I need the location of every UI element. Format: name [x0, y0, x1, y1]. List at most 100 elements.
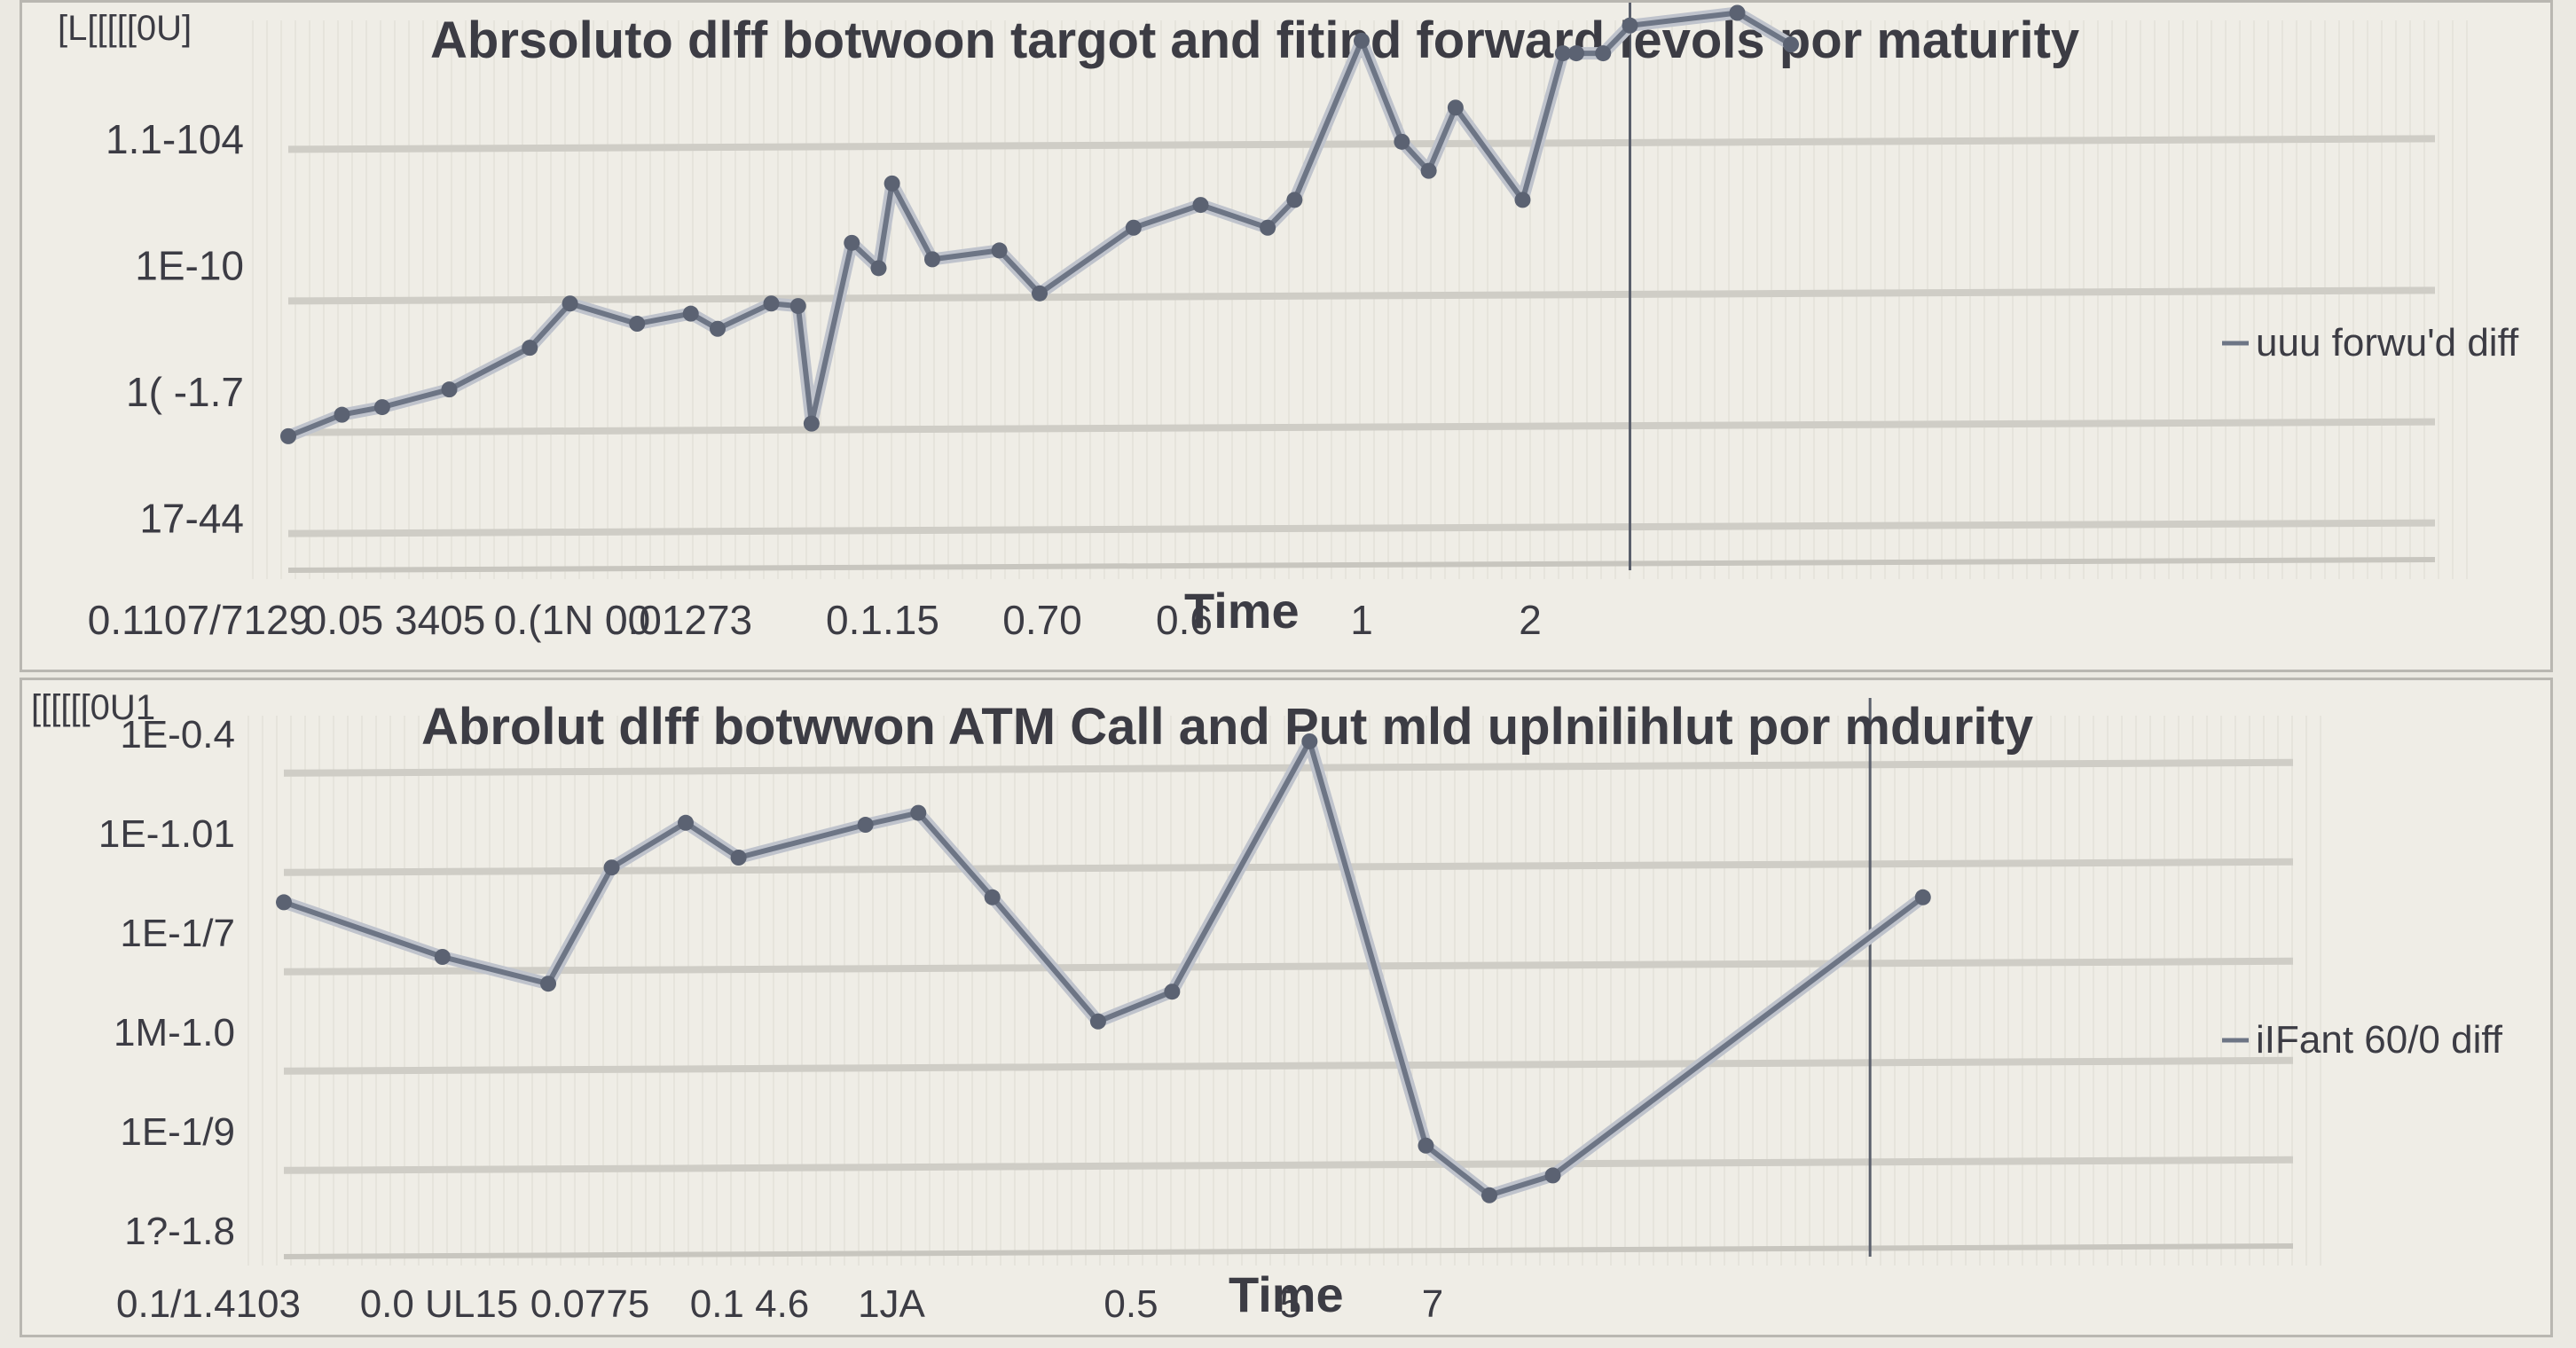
data-point — [1089, 1013, 1106, 1030]
grid-line — [287, 418, 2436, 436]
data-point — [1032, 285, 1048, 302]
series-line — [287, 10, 1793, 439]
data-point — [1301, 733, 1318, 749]
chart-title: Abrsoluto dlff botwoon targot and fitind… — [430, 12, 2079, 69]
y-tick-label: 1E-1/7 — [120, 912, 235, 955]
data-point — [870, 260, 887, 277]
grid-lines — [283, 758, 2294, 1174]
x-tick-label: 0.05 3405 — [304, 597, 486, 643]
data-point — [629, 316, 646, 333]
data-point — [730, 850, 747, 866]
data-point — [984, 889, 1001, 905]
data-point — [1394, 133, 1410, 150]
data-point — [1729, 4, 1746, 21]
series-line — [283, 739, 1925, 1198]
data-point — [540, 976, 557, 992]
grid-line — [287, 519, 2436, 537]
data-point — [857, 817, 874, 834]
x-tick-label: 0.0 UL15 — [360, 1282, 519, 1326]
data-point — [789, 298, 806, 315]
y-tick-label: 1( -1.7 — [126, 369, 244, 415]
y-tick-label: 1M-1.0 — [114, 1011, 235, 1054]
data-point — [562, 295, 578, 312]
x-tick-label: 1JA — [858, 1282, 925, 1326]
data-point — [884, 175, 900, 192]
y-tick-label: 17-44 — [139, 496, 244, 542]
data-point — [1783, 36, 1799, 53]
x-tick-label: 0.(1N 00 — [494, 597, 650, 643]
x-tick-label: 7 — [1422, 1282, 1443, 1326]
data-point — [1125, 219, 1142, 236]
x-axis-line — [287, 557, 2436, 573]
y-tick-label: 1E-1/9 — [120, 1110, 235, 1154]
x-tick-label: 0.6 — [1156, 597, 1213, 643]
corner-label: [[[[[[0U1 — [31, 688, 155, 727]
data-point — [1481, 1187, 1497, 1203]
data-point — [763, 295, 780, 312]
data-point — [1514, 192, 1531, 208]
data-point — [1192, 197, 1209, 214]
background-hatching — [247, 716, 2321, 1266]
data-point — [1914, 889, 1931, 905]
x-tick-label: 0.1 4.6 — [690, 1282, 810, 1326]
x-axis-title: Time — [1184, 583, 1300, 639]
x-tick-label: 0.1.15 — [826, 597, 939, 643]
x-tick-label: 1 — [1350, 597, 1373, 643]
x-tick-label: 0.1/1.4103 — [116, 1282, 301, 1326]
chart-title: Abrolut dlff botwwon ATM Call and Put ml… — [421, 698, 2033, 756]
data-point — [910, 804, 927, 821]
grid-line — [283, 858, 2294, 876]
data-point — [1418, 1137, 1434, 1154]
data-point — [1554, 45, 1571, 62]
data-point — [334, 406, 350, 423]
data-point — [373, 399, 390, 416]
grid-line — [283, 957, 2294, 976]
corner-label: [L[[[[[0U] — [58, 9, 192, 48]
x-axis-title: Time — [1229, 1266, 1344, 1322]
grid-line — [287, 135, 2436, 153]
x-axis-line — [283, 1243, 2294, 1259]
data-point — [844, 234, 860, 251]
data-point — [1595, 45, 1612, 62]
data-point — [1260, 219, 1276, 236]
grid-line — [287, 286, 2436, 305]
bottom-chart: Abrolut dlff botwwon ATM Call and Put ml… — [31, 688, 2503, 1326]
y-tick-label: 1E-1.01 — [98, 812, 235, 856]
x-tick-label: 5 — [1280, 1282, 1301, 1326]
legend-item: iIFant 60/0 diff — [2222, 1018, 2503, 1062]
bottom-chart-panel: Abrolut dlff botwwon ATM Call and Put ml… — [20, 678, 2553, 1337]
data-point — [678, 814, 694, 831]
data-point — [603, 859, 620, 876]
series-line-shadow — [286, 6, 1795, 443]
data-point — [1420, 162, 1437, 179]
data-point — [434, 949, 451, 965]
x-tick-label: 0.70 — [1002, 597, 1082, 643]
y-tick-label: 1E-10 — [135, 243, 244, 289]
y-tick-label: 1E-0.4 — [120, 713, 235, 756]
grid-line — [283, 1156, 2294, 1174]
top-chart-panel: Abrsoluto dlff botwoon targot and fitind… — [20, 0, 2553, 672]
data-point — [991, 242, 1008, 259]
legend-label: iIFant 60/0 diff — [2256, 1018, 2503, 1062]
data-point — [1286, 192, 1303, 208]
x-tick-label: 0.01273 — [605, 597, 752, 643]
data-point — [1447, 99, 1464, 116]
y-tick-label: 1?-1.8 — [124, 1210, 235, 1253]
data-point — [280, 427, 296, 444]
data-point — [1568, 45, 1584, 62]
data-point — [1544, 1167, 1561, 1184]
data-point — [803, 415, 820, 432]
data-point — [1622, 17, 1638, 34]
data-point — [441, 381, 458, 398]
data-point — [682, 305, 699, 322]
x-tick-label: 0.5 — [1103, 1282, 1158, 1326]
x-tick-label: 2 — [1519, 597, 1542, 643]
data-point — [522, 340, 538, 357]
data-point — [276, 894, 292, 911]
data-point — [1164, 984, 1181, 1000]
top-chart: Abrsoluto dlff botwoon targot and fitind… — [58, 3, 2519, 643]
legend-item: uuu forwu'd diff — [2222, 321, 2519, 364]
legend-label: uuu forwu'd diff — [2256, 321, 2519, 364]
grid-lines — [287, 135, 2436, 537]
